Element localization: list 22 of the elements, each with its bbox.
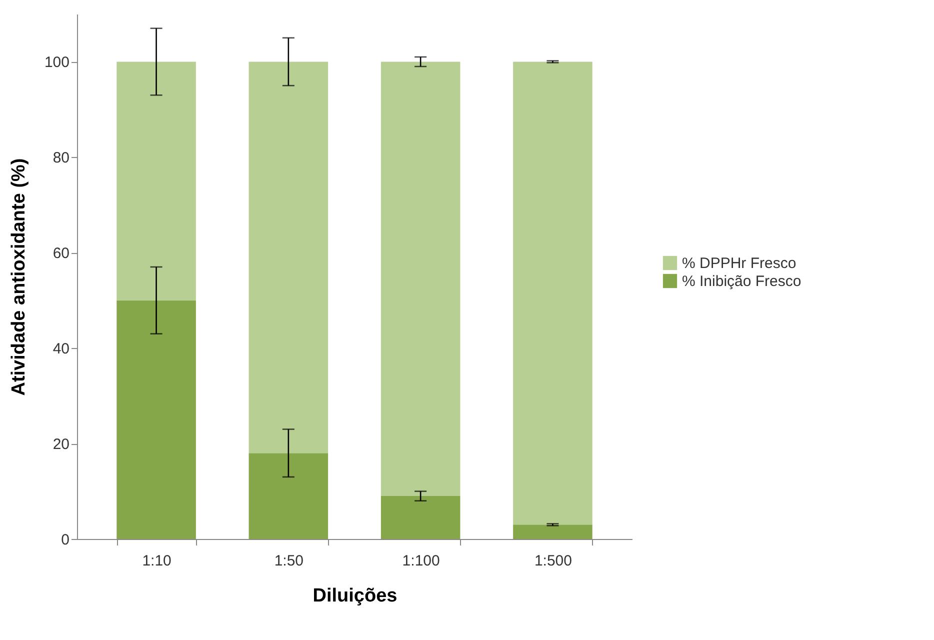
bar [380,62,460,496]
x-tick-label: 1:500 [534,552,572,570]
legend-label: % DPPHr Fresco [682,255,796,272]
x-tick-label: 1:100 [402,552,440,570]
y-tick-label: 0 [61,532,70,548]
bar [248,453,328,539]
x-tick-label: 1:10 [142,552,172,570]
y-axis-title: Atividade antioxidante (%) [8,158,30,396]
bar [513,62,592,525]
legend-label: % Inibição Fresco [682,273,802,290]
y-tick-label: 40 [52,340,70,358]
y-tick-label: 60 [52,245,70,262]
bar [116,300,196,539]
x-tick-label: 1:50 [274,552,304,570]
bar [248,62,328,454]
y-tick-label: 80 [52,150,70,167]
y-tick-label: 100 [44,54,70,72]
bar [116,62,196,300]
bar [380,496,460,539]
bar [513,524,592,539]
y-tick-label: 20 [52,436,70,454]
x-axis-title: Diluições [312,586,398,606]
